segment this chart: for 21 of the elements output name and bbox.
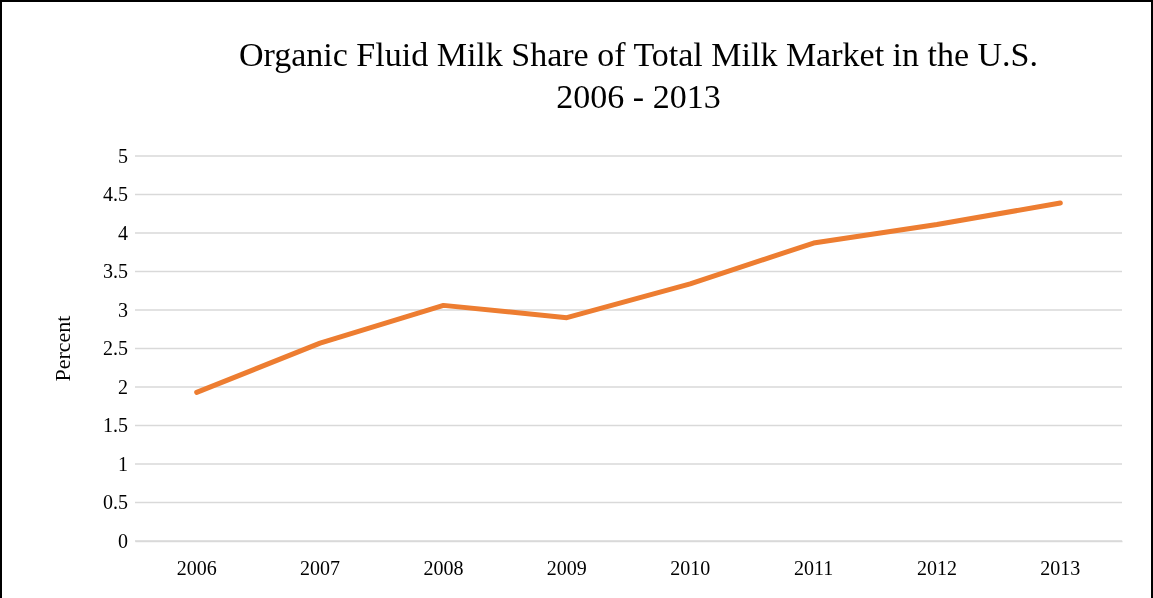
y-tick-label: 5 <box>118 144 128 167</box>
x-tick-label: 2009 <box>546 557 587 580</box>
x-tick-label: 2010 <box>670 557 711 580</box>
y-axis-title: Percent <box>50 315 75 382</box>
x-tick-label: 2013 <box>1040 557 1081 580</box>
y-tick-label: 4 <box>118 221 128 244</box>
y-tick-label: 3.5 <box>103 260 128 283</box>
y-tick-label: 0 <box>118 529 128 552</box>
x-tick-label: 2012 <box>916 557 957 580</box>
y-tick-label: 3 <box>118 298 128 321</box>
x-tick-label: 2007 <box>300 557 341 580</box>
chart-title: Organic Fluid Milk Share of Total Milk Market in the U.S. 2006 - 2013 <box>238 36 1039 115</box>
y-tick-label: 1 <box>118 452 128 475</box>
x-tick-label: 2008 <box>423 557 464 580</box>
y-tick-label: 1.5 <box>103 414 128 437</box>
y-tick-label: 2.5 <box>103 337 128 360</box>
y-tick-label: 2 <box>118 375 128 398</box>
y-tick-label: 4.5 <box>103 183 128 206</box>
y-tick-label: 0.5 <box>103 491 128 514</box>
x-tick-label: 2011 <box>793 557 834 580</box>
x-tick-label: 2006 <box>176 557 217 580</box>
